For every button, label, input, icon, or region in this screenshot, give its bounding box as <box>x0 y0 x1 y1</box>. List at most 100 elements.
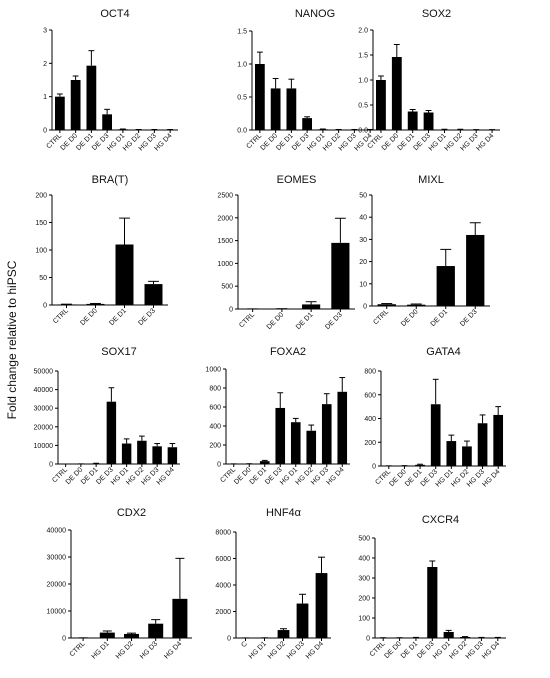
bar <box>315 573 328 638</box>
y-tick-label: 3 <box>43 28 47 35</box>
x-tick-label: DE D1 <box>295 311 315 331</box>
x-tick-label: CTRL <box>372 308 390 326</box>
x-tick-label: DE D0 <box>383 640 403 660</box>
y-tick-label: 0 <box>49 462 53 469</box>
bar <box>290 422 301 464</box>
y-tick-label: 100 <box>358 616 370 623</box>
bar <box>275 407 286 464</box>
x-tick-label: DE D3 <box>459 308 479 328</box>
y-tick-label: 2500 <box>217 193 233 200</box>
y-tick-label: 200 <box>358 596 370 603</box>
bar <box>477 423 488 466</box>
x-tick-label: HG D3 <box>286 640 306 660</box>
y-tick-label: 0 <box>62 636 66 643</box>
y-tick-label: 10000 <box>34 443 54 450</box>
x-tick-label: DE D0 <box>400 308 420 328</box>
y-tick-label: 500 <box>358 536 370 543</box>
x-tick-label: DE D0 <box>79 307 99 327</box>
bar <box>144 284 163 305</box>
y-tick-label: 0 <box>43 128 47 135</box>
y-tick-label: 1.5 <box>358 53 368 60</box>
bar <box>459 637 471 638</box>
x-tick-label: HG D2 <box>115 640 135 660</box>
bar <box>462 446 472 466</box>
y-tick-label: 30000 <box>47 555 67 562</box>
bar <box>57 304 76 305</box>
x-tick-label: HG D4 <box>481 640 501 660</box>
bar <box>427 567 438 638</box>
y-tick-label: 600 <box>209 405 221 412</box>
y-tick-label: 200 <box>209 443 221 450</box>
y-tick-label: 400 <box>364 416 376 423</box>
x-tick-label: DE D3 <box>137 307 157 327</box>
bar <box>137 440 147 464</box>
bar <box>172 598 188 638</box>
bar <box>99 632 115 638</box>
bar <box>123 633 140 638</box>
chart-title: FOXA2 <box>270 346 306 358</box>
y-tick-label: 0 <box>217 462 221 469</box>
bar <box>391 57 402 130</box>
y-tick-label: 10 <box>359 281 367 288</box>
y-tick-label: 300 <box>358 576 370 583</box>
chart-title: MIXL <box>418 174 444 186</box>
x-tick-label: HG D4 <box>163 640 183 660</box>
bar <box>167 447 178 464</box>
y-tick-label: 50 <box>39 275 47 282</box>
y-tick-label: 0 <box>229 307 233 314</box>
bar <box>286 88 297 130</box>
y-tick-label: 1 <box>43 94 47 101</box>
y-tick-label: 40000 <box>34 387 54 394</box>
x-tick-label: HG D4 <box>156 466 176 486</box>
x-tick-label: HG D4 <box>482 468 502 488</box>
chart-title: CXCR4 <box>422 514 459 526</box>
chart-title: NANOG <box>295 8 335 20</box>
bar <box>254 64 265 130</box>
x-tick-label: HG D1 <box>91 640 111 660</box>
y-tick-label: 600 <box>364 392 376 399</box>
bar <box>121 443 132 464</box>
y-tick-label: 150 <box>35 220 47 227</box>
x-tick-label: CTRL <box>238 311 256 329</box>
chart-title: CDX2 <box>117 507 146 519</box>
y-tick-label: 800 <box>364 369 376 376</box>
bar <box>436 266 455 306</box>
bar <box>376 80 386 130</box>
x-tick-label: HG D3 <box>139 640 159 660</box>
chart-title: GATA4 <box>426 346 460 358</box>
y-tick-label: 20 <box>359 259 367 266</box>
bar <box>102 114 113 130</box>
x-tick-label: HG D2 <box>267 640 287 660</box>
y-tick-label: 8000 <box>215 530 231 537</box>
bar <box>415 464 425 466</box>
bar <box>446 441 457 466</box>
bar <box>302 118 313 130</box>
chart-title: OCT4 <box>100 8 129 20</box>
x-tick-label: HG D4 <box>326 466 346 486</box>
chart-title: SOX2 <box>422 8 451 20</box>
y-tick-label: 1000 <box>205 367 221 374</box>
bar <box>152 446 162 464</box>
bar <box>54 96 65 130</box>
y-tick-label: 0 <box>366 636 370 643</box>
bar <box>377 304 396 306</box>
y-tick-label: 200 <box>35 193 47 200</box>
y-tick-label: 40000 <box>47 528 67 535</box>
bar <box>86 303 105 305</box>
bar <box>302 304 321 309</box>
y-tick-label: 4000 <box>215 583 231 590</box>
y-tick-label: 400 <box>209 424 221 431</box>
x-tick-label: DE D1 <box>430 308 450 328</box>
bar <box>306 430 317 464</box>
chart-panel: EOMES 0 500 1000 1500 2000 2500 CTRL DE D0 DE D1 D… <box>217 174 355 331</box>
y-tick-label: 40 <box>359 215 367 222</box>
y-tick-label: 0 <box>363 304 367 311</box>
y-tick-label: 0.0 <box>237 128 247 135</box>
